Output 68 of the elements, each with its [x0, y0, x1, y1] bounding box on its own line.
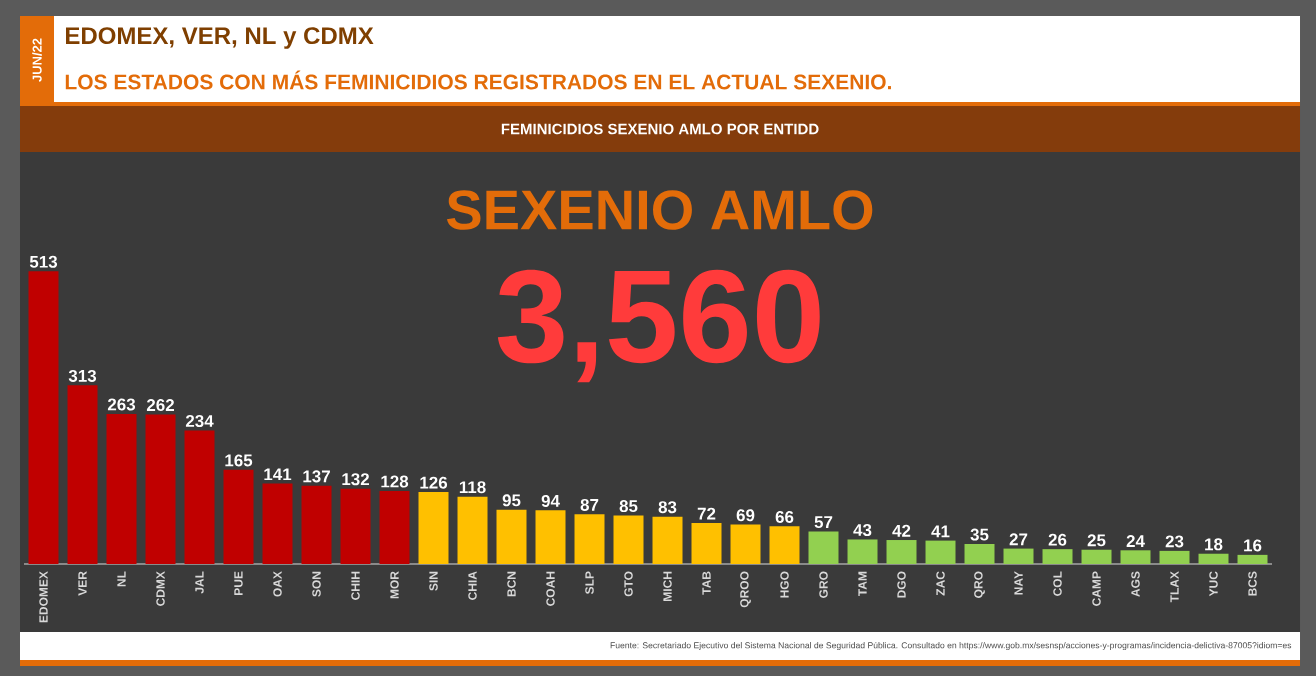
bar [28, 271, 59, 564]
data-label: 25 [1087, 534, 1106, 547]
annotation: 3,560 [497, 269, 820, 383]
bar [262, 483, 293, 564]
chart-title: EDOMEX, VER, NL y CDMX [66, 27, 374, 49]
data-label: 24 [1126, 535, 1145, 547]
data-label: 83 [658, 501, 677, 514]
data-label: 263 [107, 398, 136, 411]
data-label: 137 [303, 470, 330, 483]
bar [418, 492, 449, 564]
data-label: 234 [185, 414, 214, 428]
data-label: 66 [775, 510, 794, 523]
data-label: 313 [68, 369, 97, 382]
bar [1237, 554, 1268, 564]
data-label: 85 [619, 500, 638, 513]
data-label: 23 [1165, 535, 1184, 548]
data-label: 118 [459, 481, 486, 494]
bar [301, 485, 332, 564]
text: SEXENIO AMLO [446, 190, 873, 230]
bar [652, 516, 683, 564]
data-label: 165 [225, 454, 253, 467]
data-label: 57 [814, 516, 833, 529]
bar [457, 496, 488, 564]
data-label: 18 [1205, 538, 1223, 551]
data-label: 16 [1244, 539, 1262, 552]
data-label: 94 [541, 494, 560, 507]
bar [574, 514, 605, 564]
bar [964, 544, 995, 564]
bar [535, 510, 566, 564]
data-label: 26 [1048, 533, 1067, 546]
bar [106, 413, 137, 564]
data-label: 69 [736, 509, 755, 522]
bar [691, 522, 722, 564]
data-label: 27 [1009, 533, 1028, 546]
bar [145, 414, 176, 564]
bar [1042, 549, 1073, 564]
bar [1003, 548, 1034, 564]
data-label: 141 [264, 468, 292, 481]
data-label: 72 [697, 507, 716, 520]
data-label: 87 [580, 498, 599, 511]
bar [847, 539, 878, 564]
bar [340, 488, 371, 564]
bar [1198, 553, 1229, 564]
bar [730, 524, 761, 564]
bar [223, 469, 254, 564]
data-label: 95 [502, 494, 521, 507]
bar [379, 490, 410, 564]
bar [67, 385, 98, 564]
bar [1120, 550, 1151, 564]
bar [1081, 549, 1112, 564]
data-label: 42 [892, 524, 911, 537]
data-label: 43 [853, 524, 872, 537]
data-label: 262 [146, 399, 175, 412]
bar [184, 430, 215, 564]
data-label: 132 [342, 473, 370, 486]
chart-subtitle: LOS ESTADOS CON MÁS FEMINICIDIOS REGISTRADOS EN EL ACTUAL SEXENIO. [65, 70, 891, 90]
bar [1159, 550, 1190, 564]
bar [808, 531, 839, 564]
data-label: 513 [29, 255, 58, 268]
bar [925, 540, 956, 564]
data-label: 35 [970, 528, 989, 541]
bar [886, 540, 917, 564]
bar [769, 526, 800, 564]
data-label: 126 [420, 476, 448, 489]
bar [613, 515, 644, 564]
data-label: 128 [381, 475, 409, 488]
bar [496, 509, 527, 564]
data-label: 41 [931, 525, 950, 538]
